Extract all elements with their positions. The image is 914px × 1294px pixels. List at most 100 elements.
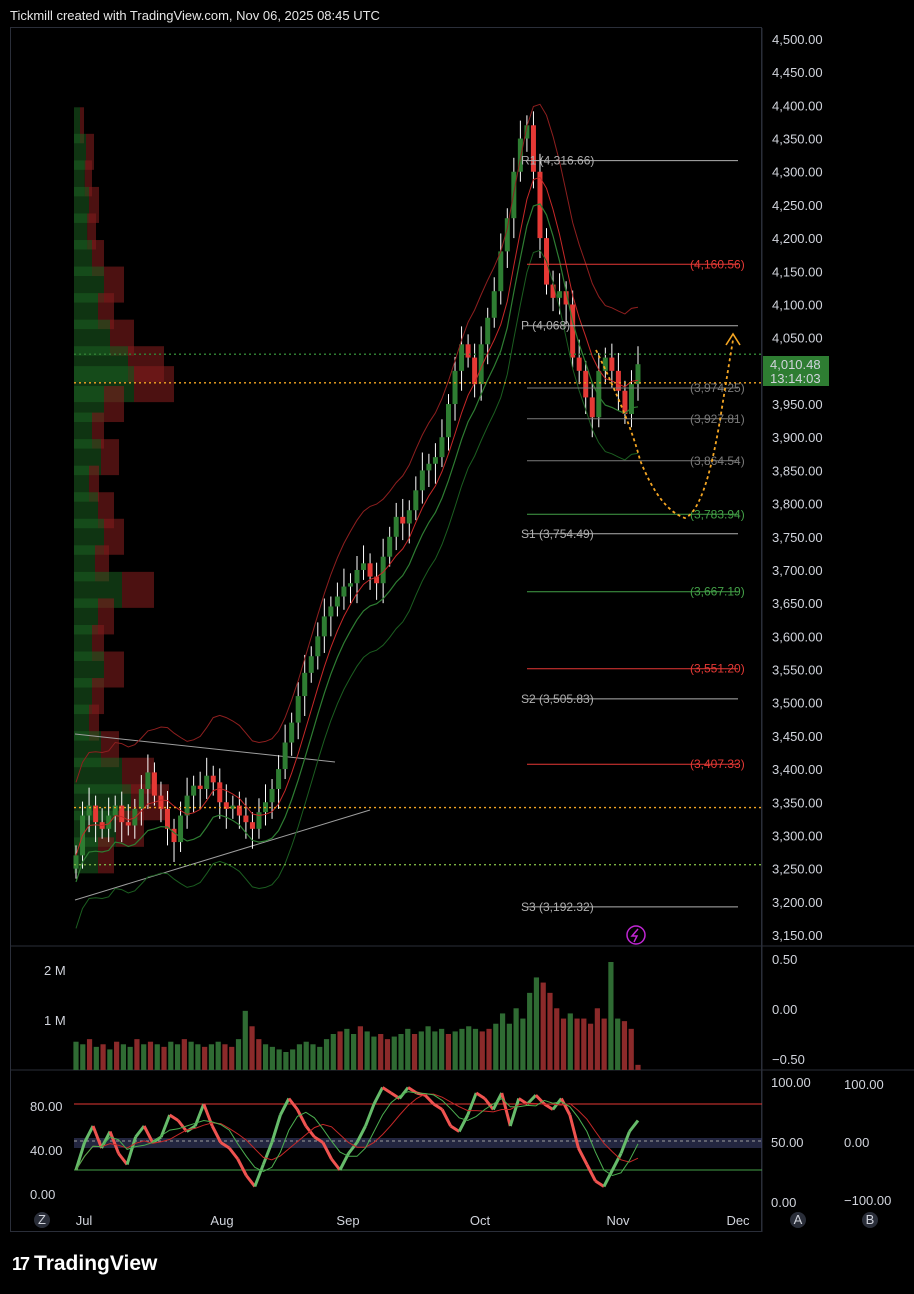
price-tick-label: 4,100.00 <box>772 297 823 312</box>
volume-bar <box>398 1034 404 1070</box>
volume-bar <box>628 1028 634 1070</box>
volume-bar <box>141 1044 147 1070</box>
price-tick-label: 3,800.00 <box>772 497 823 512</box>
oscillator-main-line <box>628 1119 640 1133</box>
volume-bar <box>242 1010 248 1070</box>
price-tick-label: 3,200.00 <box>772 895 823 910</box>
tradingview-logo[interactable]: 17 TradingView <box>12 1252 157 1276</box>
candle-body <box>315 636 321 657</box>
price-badge <box>763 356 829 386</box>
volume-bar <box>202 1046 208 1070</box>
volume-bar <box>283 1052 289 1070</box>
oscillator-main-line <box>466 1092 478 1116</box>
candle-body <box>432 457 438 464</box>
oscillator-right-tick-label: 100.00 <box>844 1077 884 1092</box>
oscillator-main-line <box>424 1094 435 1106</box>
volume-bar <box>567 1013 573 1070</box>
pivot-level-label: (3,407.33) <box>690 757 745 771</box>
time-tick-label: Aug <box>210 1213 233 1228</box>
price-tick-label: 4,150.00 <box>772 264 823 279</box>
oscillator-main-line <box>321 1141 333 1160</box>
volume-bar <box>405 1028 411 1070</box>
tradingview-logo-icon: 17 <box>12 1253 30 1274</box>
candle-body <box>596 370 602 418</box>
volume-bar <box>635 1064 641 1070</box>
volume-profile-bar <box>86 133 94 170</box>
volume-bar <box>486 1028 492 1070</box>
price-tick-label: 4,400.00 <box>772 98 823 113</box>
axis-button <box>862 1212 878 1228</box>
volume-bar <box>351 1034 357 1070</box>
candle-body <box>570 304 576 358</box>
volume-bar <box>452 1031 458 1070</box>
candle-body <box>236 805 242 816</box>
candle-body <box>622 390 628 414</box>
volume-bar <box>222 1044 228 1070</box>
volume-profile-bar <box>80 107 84 144</box>
candle-body <box>197 785 203 789</box>
countdown-label: 13:14:03 <box>770 371 821 386</box>
trendline-upper <box>74 733 336 763</box>
oscillator-main-line <box>228 1147 239 1160</box>
volume-bar <box>615 1018 621 1070</box>
candle-body <box>583 370 589 398</box>
pivot-level-label: S2 (3,505.83) <box>521 692 594 706</box>
volume-bar <box>337 1031 343 1070</box>
volume-bar <box>174 1044 181 1070</box>
pivot-level-label: (3,551.20) <box>690 662 745 676</box>
brand-label: TradingView <box>34 1252 158 1275</box>
candle-body <box>517 138 523 172</box>
oscillator-right-tick-label: −100.00 <box>844 1193 891 1208</box>
time-tick-label: Sep <box>336 1213 359 1228</box>
volume-bar <box>472 1028 479 1070</box>
oscillator-main-line <box>560 1097 572 1116</box>
candle-body <box>119 805 125 823</box>
oscillator-main-line <box>83 1125 95 1144</box>
volume-bar <box>100 1044 106 1070</box>
candle-body <box>485 317 491 345</box>
volume-bar <box>527 992 533 1070</box>
flash-icon-bolt <box>630 928 639 943</box>
oscillator-main-line <box>108 1130 120 1155</box>
volume-right-tick-label: 0.00 <box>772 1002 797 1017</box>
axis-button-label: A <box>794 1212 803 1227</box>
oscillator-main-line <box>381 1086 392 1095</box>
oscillator-main-line <box>287 1097 299 1111</box>
price-tick-label: 3,850.00 <box>772 463 823 478</box>
price-tick-label: 4,250.00 <box>772 198 823 213</box>
pivot-level-label: S1 (3,754.49) <box>521 527 594 541</box>
volume-profile-bar <box>104 386 124 423</box>
mid-band-line <box>75 176 639 856</box>
candle-body <box>125 822 131 826</box>
oscillator-main-line <box>91 1125 103 1149</box>
candle-body <box>465 344 471 358</box>
oscillator-main-line <box>142 1125 154 1144</box>
candle-body <box>171 828 177 843</box>
candle-body <box>406 510 412 524</box>
volume-bar <box>290 1049 296 1070</box>
volume-bar <box>249 1026 255 1070</box>
time-tick-label: Oct <box>470 1213 491 1228</box>
axis-button <box>790 1212 806 1228</box>
oscillator-main-line <box>355 1125 367 1144</box>
volume-tick-label: 2 M <box>44 963 66 978</box>
oscillator-signal-line <box>75 1091 639 1177</box>
candle-body <box>498 251 504 292</box>
oscillator-main-line <box>602 1169 614 1188</box>
oscillator-tick-label: 80.00 <box>30 1099 63 1114</box>
volume-bar <box>621 1021 628 1070</box>
volume-bar <box>181 1039 187 1070</box>
volume-bar <box>317 1046 323 1070</box>
pivot-level-label: (3,783.94) <box>690 507 745 521</box>
candle-body <box>478 344 484 385</box>
price-tick-label: 3,450.00 <box>772 729 823 744</box>
volume-bar <box>432 1031 438 1070</box>
volume-bar <box>310 1044 316 1070</box>
oscillator-main-line <box>159 1114 172 1138</box>
volume-bar <box>134 1039 140 1070</box>
candle-body <box>491 291 497 318</box>
projection-arrow-icon <box>725 332 741 346</box>
oscillator-main-line <box>347 1141 359 1155</box>
oscillator-main-line <box>279 1097 291 1116</box>
